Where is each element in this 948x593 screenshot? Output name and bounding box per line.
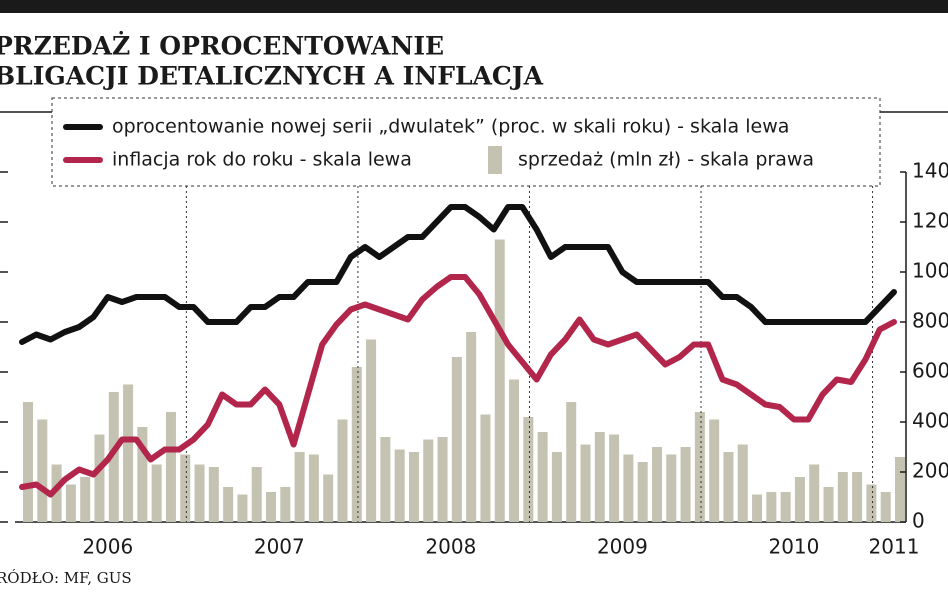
y2-tick-label: 1400 <box>912 159 948 183</box>
bar <box>366 339 377 522</box>
bar <box>23 402 33 522</box>
bar <box>51 464 62 522</box>
line <box>19 204 897 345</box>
legend-swatch <box>488 146 502 174</box>
bar <box>65 484 76 522</box>
y2-tick-label: 1000 <box>912 259 948 283</box>
bar <box>466 332 477 522</box>
bar <box>108 392 119 522</box>
bar <box>852 472 863 522</box>
bar <box>566 402 577 522</box>
bar <box>223 487 234 522</box>
bar <box>123 384 134 522</box>
legend-label: inflacja rok do roku - skala lewa <box>112 149 412 171</box>
bar <box>809 464 820 522</box>
chart-title: PRZEDAŻ I OPROCENTOWANIE <box>0 32 444 61</box>
bar <box>451 357 462 522</box>
lines <box>19 204 897 498</box>
bar <box>680 447 691 522</box>
y2-tick-label: 1200 <box>912 209 948 233</box>
y2-tick-label: 400 <box>912 409 948 433</box>
bar <box>794 477 805 522</box>
year-dividers <box>185 186 874 522</box>
x-tick-label: 2007 <box>254 535 305 559</box>
bar <box>80 477 91 522</box>
bar <box>523 417 534 522</box>
y2-tick-label: 0 <box>912 509 925 533</box>
bar <box>423 439 434 522</box>
source: RÓDŁO: MF, GUS <box>0 569 132 587</box>
bar <box>165 412 176 522</box>
bar <box>266 492 277 522</box>
bar <box>880 492 891 522</box>
bar <box>666 454 677 522</box>
bar <box>437 437 448 522</box>
bar <box>351 367 362 522</box>
bars <box>23 239 905 522</box>
y2-tick-label: 600 <box>912 359 948 383</box>
x-tick-label: 2011 <box>869 535 920 559</box>
bar <box>251 467 262 522</box>
bar <box>194 464 205 522</box>
bar <box>780 492 791 522</box>
bar <box>694 412 705 522</box>
bar <box>752 494 763 522</box>
y2-tick-label: 200 <box>912 459 948 483</box>
bar <box>180 454 191 522</box>
bar <box>623 454 634 522</box>
x-tick-label: 2006 <box>82 535 133 559</box>
bar <box>280 487 291 522</box>
bar <box>480 414 491 522</box>
x-tick-label: 2010 <box>768 535 819 559</box>
x-tick-label: 2008 <box>425 535 476 559</box>
legend-label: sprzedaż (mln zł) - skala prawa <box>518 149 814 171</box>
bar <box>737 444 748 522</box>
bar <box>294 452 305 522</box>
bar <box>837 472 848 522</box>
bar <box>337 419 348 522</box>
bar <box>551 452 562 522</box>
bar <box>380 437 391 522</box>
line <box>19 274 897 498</box>
bar <box>709 419 720 522</box>
top-band <box>0 0 948 13</box>
bar <box>651 447 662 522</box>
chart-title: BLIGACJI DETALICZNYCH A INFLACJA <box>0 62 544 91</box>
bar <box>766 492 777 522</box>
bar <box>537 432 548 522</box>
bar <box>637 462 648 522</box>
legend-label: oprocentowanie nowej serii „dwulatek” (p… <box>112 116 789 138</box>
bar <box>394 449 405 522</box>
bar <box>723 452 734 522</box>
bar <box>580 444 591 522</box>
bar <box>823 487 834 522</box>
legend <box>51 97 881 187</box>
bar <box>895 457 905 522</box>
bar <box>509 379 520 522</box>
bar <box>494 239 505 522</box>
y2-tick-label: 800 <box>912 309 948 333</box>
bar <box>609 434 620 522</box>
bar <box>137 427 148 522</box>
bar <box>94 434 105 522</box>
bar <box>408 452 419 522</box>
bar <box>151 464 162 522</box>
x-tick-label: 2009 <box>597 535 648 559</box>
bar <box>308 454 319 522</box>
bar <box>323 474 334 522</box>
bar <box>866 484 877 522</box>
bar <box>208 467 219 522</box>
bar <box>594 432 605 522</box>
bar <box>237 494 248 522</box>
bar <box>37 419 48 522</box>
